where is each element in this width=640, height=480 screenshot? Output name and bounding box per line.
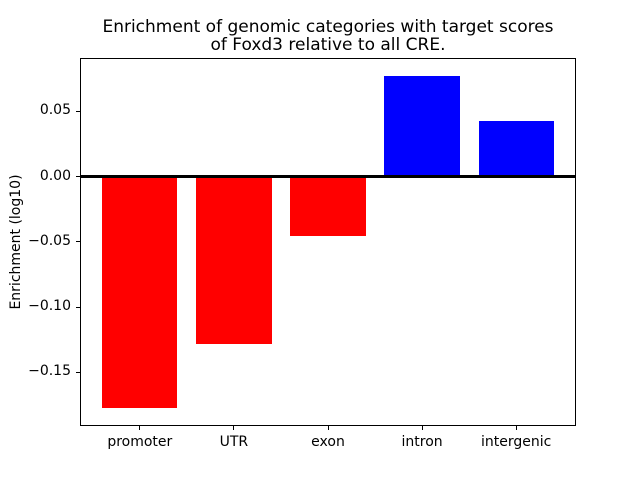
zero-axis-line <box>81 174 575 178</box>
bar-intergenic <box>478 121 554 177</box>
y-tick-mark <box>76 110 80 112</box>
y-tick-label: −0.05 <box>28 232 71 249</box>
x-tick-mark <box>139 426 141 430</box>
x-tick-label-intron: intron <box>401 434 443 450</box>
y-tick-label: −0.15 <box>28 363 71 380</box>
bar-promoter <box>102 176 178 409</box>
plot-area <box>80 58 576 426</box>
chart-title: Enrichment of genomic categories with ta… <box>102 17 554 55</box>
x-tick-mark <box>515 426 517 430</box>
x-tick-label-promoter: promoter <box>107 434 173 450</box>
x-tick-mark <box>421 426 423 430</box>
y-tick-mark <box>76 371 80 373</box>
y-tick-mark <box>76 176 80 178</box>
x-tick-label-intergenic: intergenic <box>481 434 552 450</box>
bar-UTR <box>196 176 272 345</box>
bar-intron <box>384 75 460 177</box>
y-tick-label: 0.00 <box>39 167 71 184</box>
x-tick-label-exon: exon <box>311 434 345 450</box>
y-tick-mark <box>76 241 80 243</box>
x-tick-mark <box>233 426 235 430</box>
x-tick-mark <box>327 426 329 430</box>
bar-exon <box>290 176 366 237</box>
y-tick-label: 0.05 <box>39 102 71 119</box>
x-tick-label-UTR: UTR <box>219 434 249 450</box>
y-tick-mark <box>76 306 80 308</box>
y-tick-label: −0.10 <box>28 298 71 315</box>
